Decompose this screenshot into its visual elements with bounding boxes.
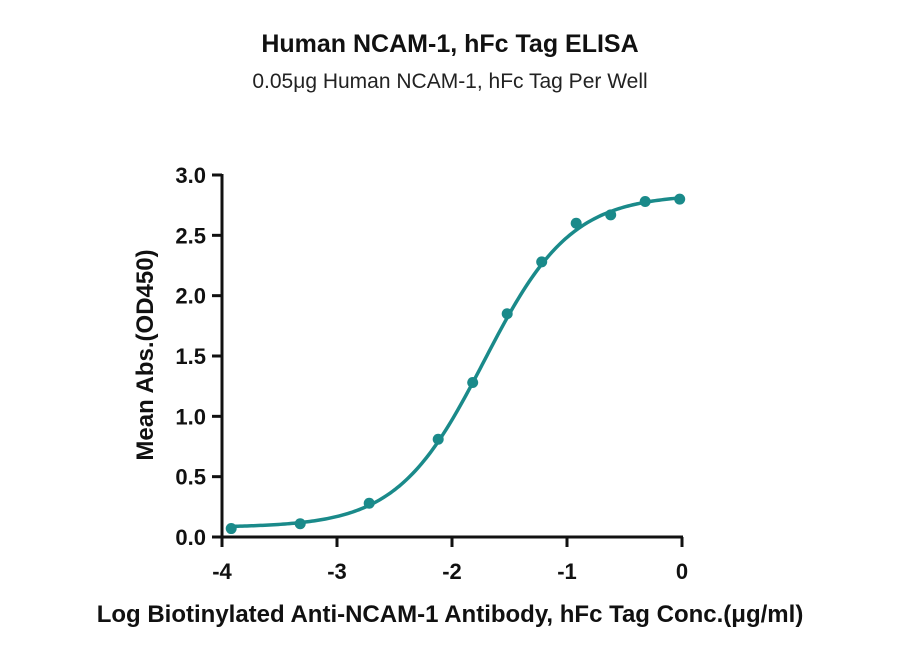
y-axis-label: Mean Abs.(OD450) [132, 249, 159, 460]
x-tick-label: -2 [442, 559, 462, 584]
x-tick-label: -1 [557, 559, 577, 584]
fit-curve [229, 196, 682, 529]
data-points [225, 193, 686, 535]
chart-subtitle: 0.05μg Human NCAM-1, hFc Tag Per Well [252, 70, 648, 93]
data-point [363, 497, 375, 509]
y-tick-label: 2.5 [175, 223, 206, 248]
y-tick-label: 3.0 [175, 163, 206, 188]
data-point [294, 518, 306, 530]
data-point [639, 196, 651, 208]
data-point [501, 308, 513, 320]
y-tick-label: 2.0 [175, 284, 206, 309]
data-point [225, 523, 237, 535]
data-point [674, 193, 686, 205]
fit-curve-group [229, 196, 682, 529]
x-axis-label: Log Biotinylated Anti-NCAM-1 Antibody, h… [97, 601, 804, 628]
x-tick-label: 0 [676, 559, 688, 584]
data-point [605, 209, 617, 221]
data-point [536, 256, 548, 268]
chart-title: Human NCAM-1, hFc Tag ELISA [261, 30, 639, 58]
x-tick-label: -3 [327, 559, 347, 584]
y-tick-label: 0.0 [175, 525, 206, 550]
y-tick-label: 0.5 [175, 465, 206, 490]
y-tick-label: 1.5 [175, 344, 206, 369]
x-tick-label: -4 [212, 559, 232, 584]
data-point [570, 217, 582, 229]
y-tick-label: 1.0 [175, 404, 206, 429]
data-point [467, 377, 479, 389]
axes: 0.0 0.5 1.0 1.5 2.0 2.5 3.0 -4 -3 -2 -1 0 [175, 163, 688, 584]
data-point [432, 433, 444, 445]
